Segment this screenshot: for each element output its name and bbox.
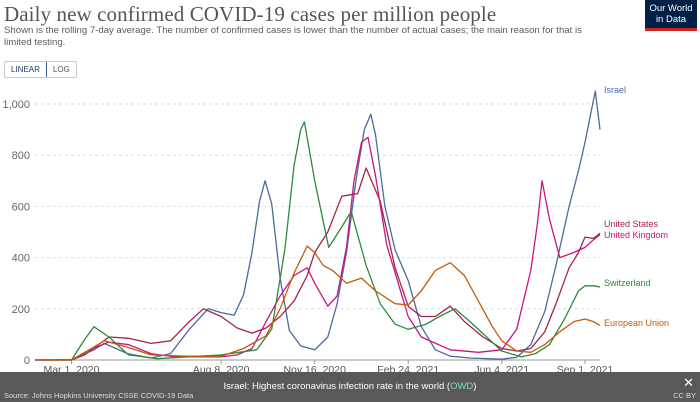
- logo-line-1: Our World: [649, 3, 693, 14]
- series-line-united-states: [35, 167, 601, 361]
- y-tick-label: 800: [12, 150, 30, 162]
- x-tick-label: Aug 8, 2020: [193, 364, 250, 375]
- owid-logo[interactable]: Our World in Data: [645, 0, 697, 31]
- log-scale-button[interactable]: LOG: [52, 65, 70, 74]
- series-label-european-union: European Union: [604, 318, 669, 328]
- close-icon[interactable]: ✕: [683, 375, 694, 390]
- x-tick-label: Nov 16, 2020: [283, 364, 346, 375]
- logo-line-2: in Data: [655, 13, 687, 25]
- series-label-united-states: United States: [604, 219, 659, 229]
- chart-subtitle: Shown is the rolling 7-day average. The …: [4, 25, 582, 48]
- series-label-united-kingdom: United Kingdom: [604, 230, 668, 240]
- source-note[interactable]: Source: Johns Hopkins University CSSE CO…: [4, 391, 194, 400]
- notification-bar: Israel: Highest coronavirus infection ra…: [0, 372, 700, 402]
- y-tick-label: 0: [24, 355, 30, 367]
- y-tick-label: 600: [12, 201, 30, 213]
- y-axis-ticks: 0 200 400 600 800 1,000: [2, 99, 30, 367]
- series-label-switzerland: Switzerland: [604, 278, 651, 288]
- series-line-european-union: [35, 245, 601, 361]
- y-tick-label: 400: [12, 253, 30, 265]
- notification-text-end: ): [473, 381, 477, 392]
- y-tick-label: 200: [12, 304, 30, 316]
- series-line-israel: [34, 90, 601, 361]
- license-link[interactable]: CC BY: [673, 391, 696, 400]
- x-tick-label: Jun 4, 2021: [474, 364, 529, 375]
- x-tick-label: Feb 24, 2021: [377, 364, 439, 375]
- series-label-israel: Israel: [604, 85, 626, 95]
- x-axis-ticks: Mar 1, 2020 Aug 8, 2020 Nov 16, 2020 Feb 24…: [43, 360, 614, 375]
- chart-title: Daily new confirmed COVID-19 cases per m…: [4, 2, 497, 26]
- notification-message[interactable]: Israel: Highest coronavirus infection ra…: [0, 381, 700, 392]
- series-line-switzerland: [35, 121, 601, 361]
- x-tick-label: Sep 1, 2021: [557, 364, 614, 375]
- grid-lines: [35, 103, 600, 361]
- series-lines: [34, 90, 601, 361]
- line-chart: 0 200 400 600 800 1,000 Mar 1, 2020 Aug 8, 202…: [2, 85, 669, 375]
- y-tick-label: 1,000: [2, 99, 30, 111]
- scale-toggle: LINEAR LOG: [4, 61, 77, 78]
- notification-link[interactable]: OWD: [450, 381, 474, 392]
- notification-text: Israel: Highest coronavirus infection ra…: [223, 381, 451, 392]
- linear-scale-button[interactable]: LINEAR: [4, 62, 47, 77]
- x-tick-label: Mar 1, 2020: [43, 364, 99, 375]
